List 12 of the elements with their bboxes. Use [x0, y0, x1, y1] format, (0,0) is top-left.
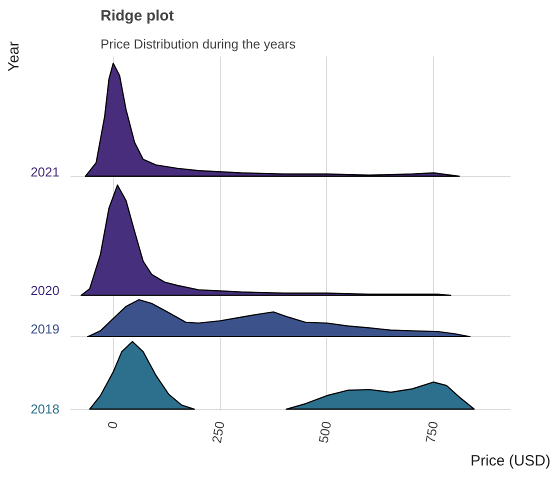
text: 2021: [30, 164, 60, 180]
x-tick-label: 750: [422, 420, 441, 444]
x-tick-label: 0: [104, 420, 121, 430]
text: 2018: [30, 402, 60, 417]
y-axis-title: Year: [6, 41, 23, 72]
chart-subtitle: Price Distribution during the years: [100, 36, 296, 52]
x-tick-label: 500: [316, 420, 334, 444]
text: 2019: [30, 322, 60, 337]
chart-title: Ridge plot: [100, 8, 174, 24]
x-tick-label: 250: [208, 420, 228, 444]
x-axis-title: Price (USD): [470, 452, 551, 470]
series-label: 2020: [30, 283, 60, 298]
